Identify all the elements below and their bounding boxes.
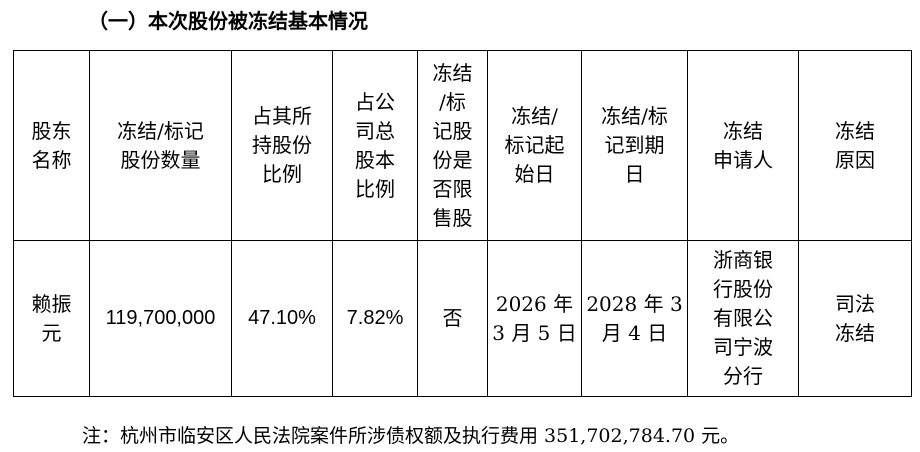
cell-pct-of-holding: 47.10% — [231, 240, 333, 397]
header-shareholder-name: 股东 名称 — [13, 50, 90, 241]
header-pct-of-total-shares: 占公 司总 股本 比例 — [332, 50, 418, 241]
footnote: 注：杭州市临安区人民法院案件所涉债权额及执行费用 351,702,784.70 … — [82, 425, 740, 447]
table-header-row: 股东 名称 冻结/标记 股份数量 占其所 持股份 比例 占公 司总 股本 比例 冻结/标 记股份… — [13, 50, 912, 241]
cell-applicant: 浙商银 行股份 有限公 司宁波 分行 — [687, 240, 799, 397]
cell-reason: 司法 冻结 — [798, 240, 912, 397]
header-is-restricted-shares: 冻结/标 记股 份是 否限 售股 — [417, 50, 488, 241]
cell-pct-of-total: 7.82% — [332, 240, 418, 397]
share-freeze-table: 股东 名称 冻结/标记 股份数量 占其所 持股份 比例 占公 司总 股本 比例 冻结/标 记股份… — [13, 50, 912, 397]
header-applicant: 冻结 申请人 — [687, 50, 799, 241]
header-start-date: 冻结/标记起 始日 — [487, 50, 582, 241]
section-heading: （一）本次股份被冻结基本情况 — [88, 9, 368, 33]
header-end-date: 冻结/标 记到期日 — [581, 50, 688, 241]
cell-is-restricted: 否 — [417, 240, 488, 397]
header-frozen-share-quantity: 冻结/标记 股份数量 — [89, 50, 232, 241]
header-pct-of-holding: 占其所 持股份 比例 — [231, 50, 333, 241]
header-reason: 冻结 原因 — [798, 50, 912, 241]
cell-shareholder: 赖振元 — [13, 240, 90, 397]
cell-frozen-shares: 119,700,000 — [89, 240, 232, 397]
